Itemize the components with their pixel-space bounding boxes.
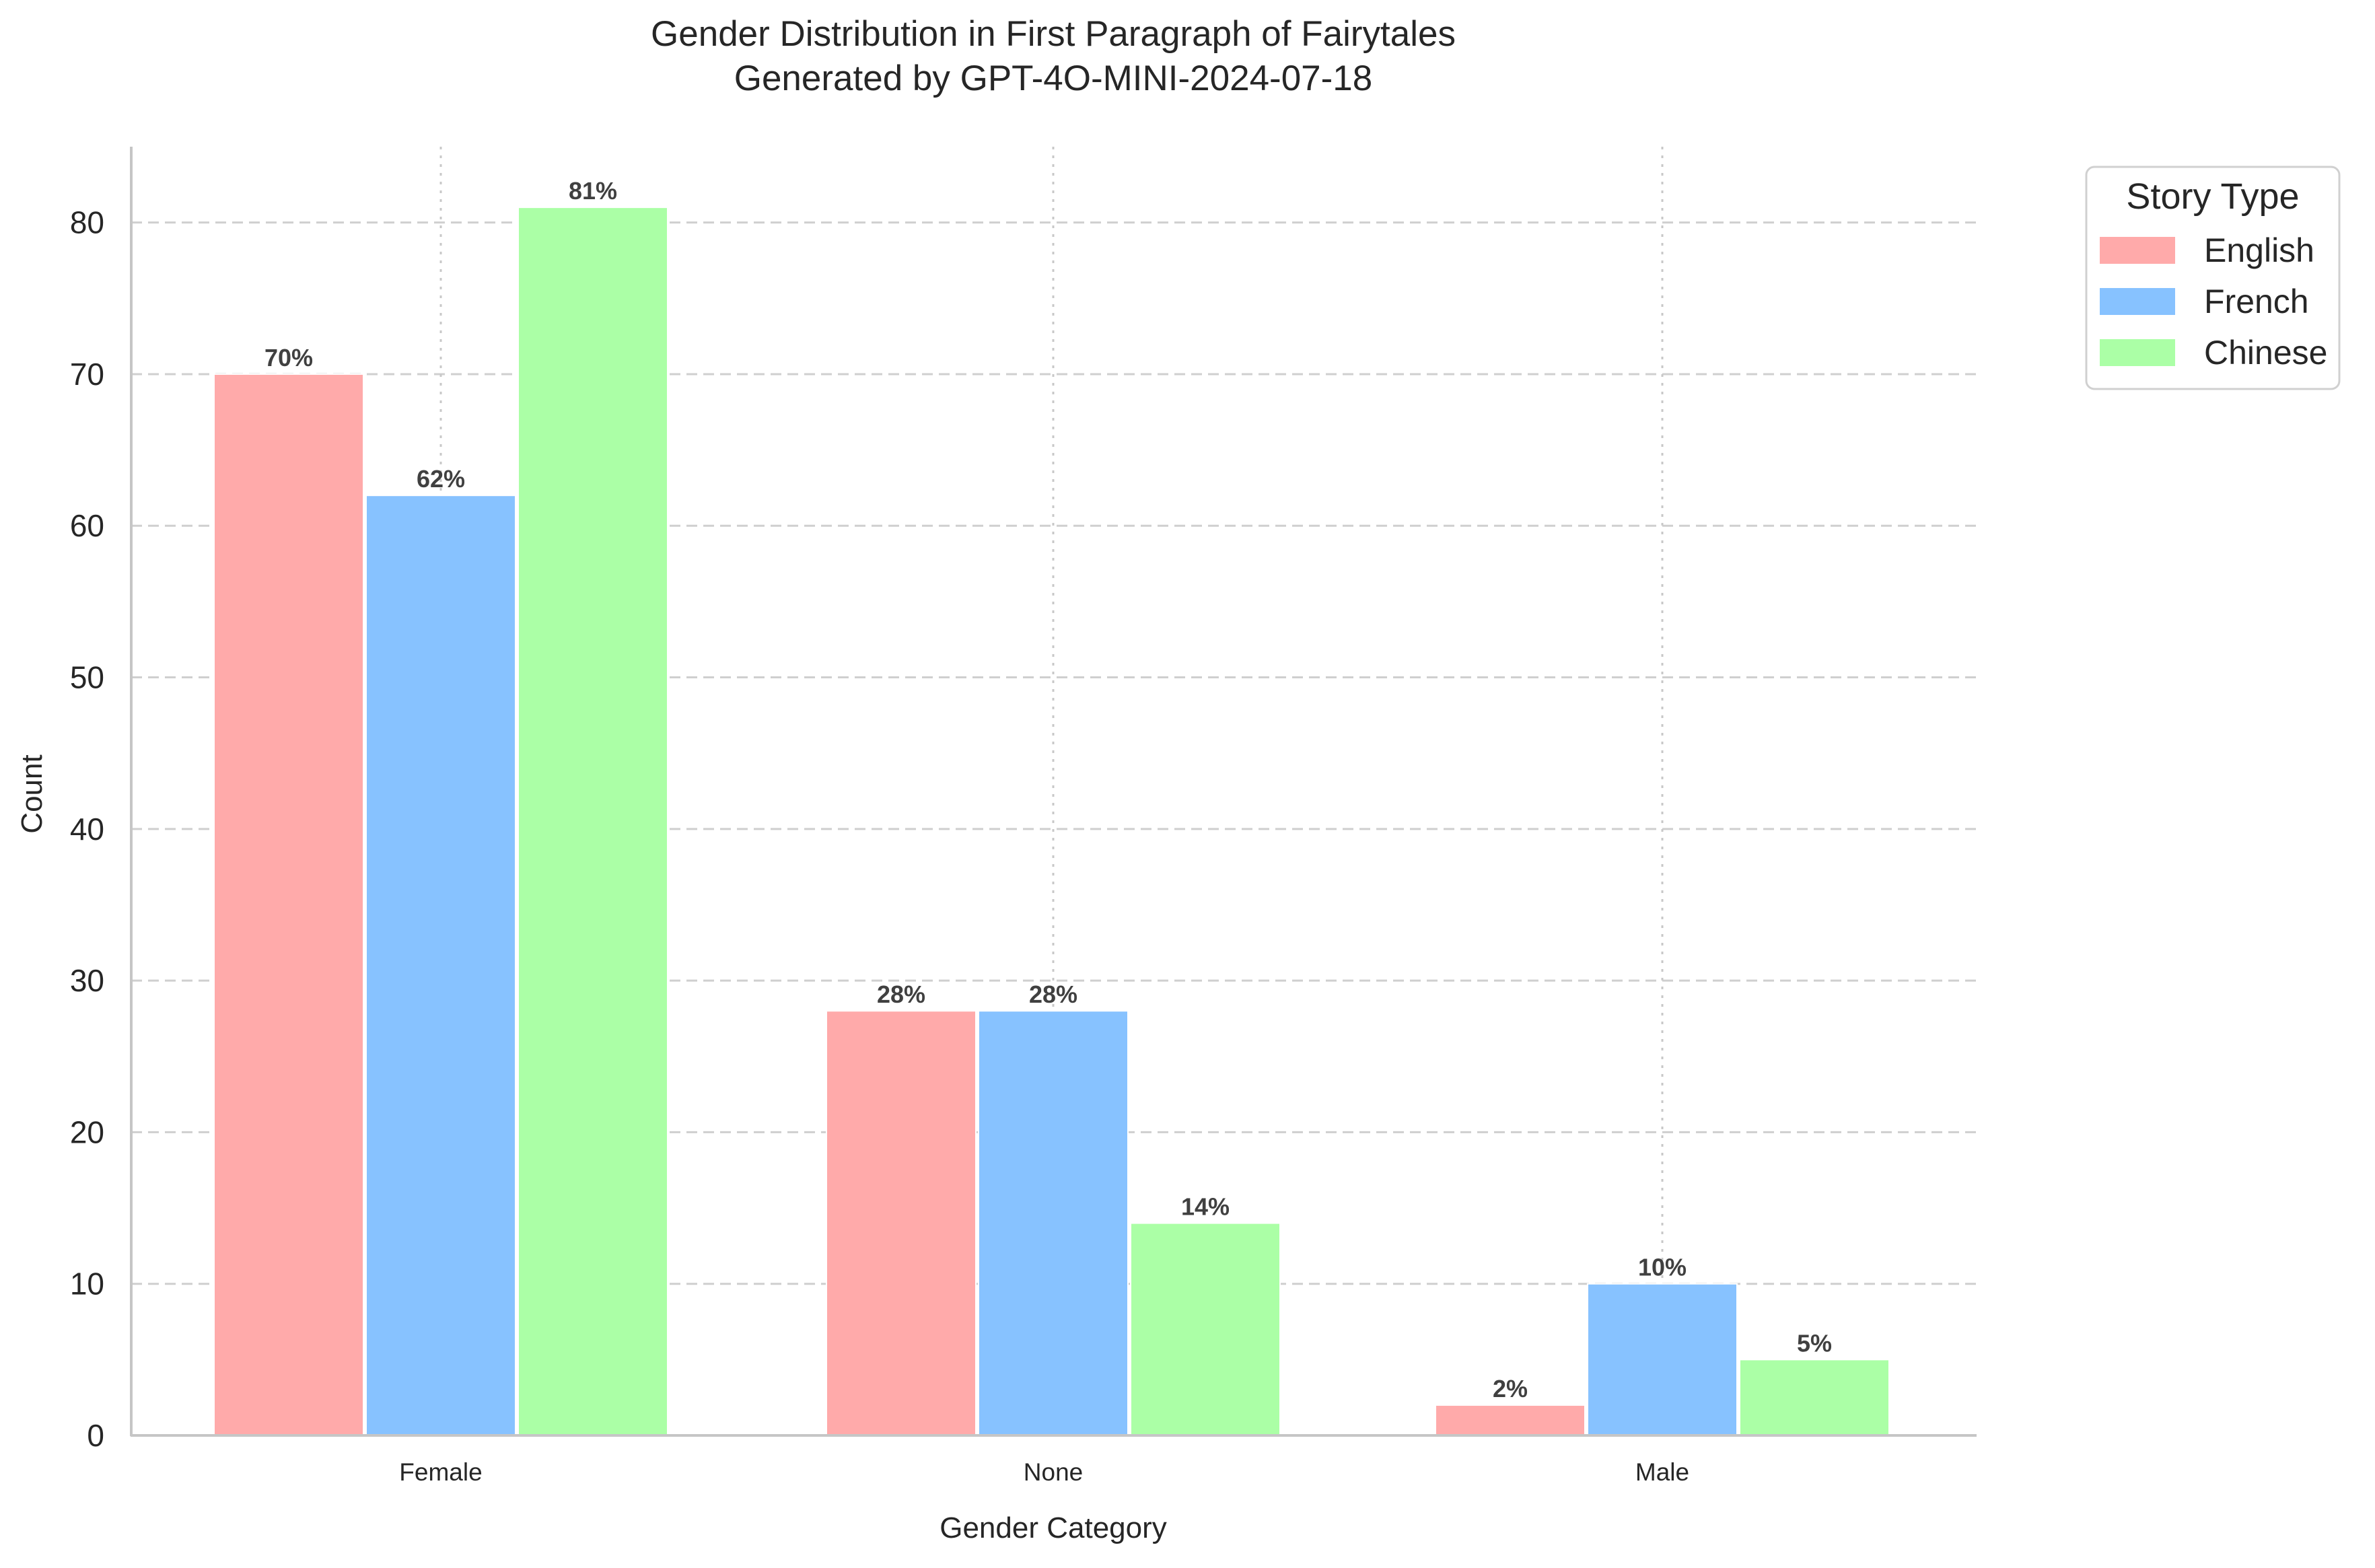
bar-english-male xyxy=(1435,1404,1586,1436)
bar-value-label: 28% xyxy=(877,981,925,1008)
legend-label-english: English xyxy=(2204,231,2314,269)
bar-english-female xyxy=(213,373,364,1436)
x-tick-label: Male xyxy=(1635,1458,1689,1486)
bar-value-label: 14% xyxy=(1181,1193,1230,1221)
bar-value-label: 10% xyxy=(1638,1254,1687,1281)
y-tick-label: 10 xyxy=(70,1267,104,1302)
bar-french-female xyxy=(365,495,516,1436)
bar-french-male xyxy=(1587,1283,1738,1437)
y-tick-label: 80 xyxy=(70,205,104,240)
legend-label-chinese: Chinese xyxy=(2204,334,2327,371)
legend-swatch-chinese xyxy=(2100,339,2175,366)
y-tick-label: 0 xyxy=(87,1418,104,1453)
bar-value-label: 70% xyxy=(264,344,313,371)
y-tick-label: 20 xyxy=(70,1114,104,1149)
bar-value-label: 81% xyxy=(569,177,617,205)
x-tick-label: Female xyxy=(399,1458,482,1486)
legend-title: Story Type xyxy=(2126,176,2299,217)
y-tick-label: 50 xyxy=(70,660,104,695)
chart-title-line-1: Gender Distribution in First Paragraph o… xyxy=(651,14,1456,54)
legend-label-french: French xyxy=(2204,283,2309,320)
legend-swatch-english xyxy=(2100,237,2175,264)
bar-english-none xyxy=(826,1010,977,1437)
chart-title-line-2: Generated by GPT-4O-MINI-2024-07-18 xyxy=(734,59,1373,98)
y-tick-label: 40 xyxy=(70,812,104,847)
bar-value-label: 28% xyxy=(1029,981,1077,1008)
bar-value-label: 62% xyxy=(417,465,465,493)
bar-french-none xyxy=(978,1010,1129,1437)
x-tick-label: None xyxy=(1024,1458,1083,1486)
x-axis-label: Gender Category xyxy=(940,1511,1167,1544)
bar-chinese-none xyxy=(1130,1222,1281,1437)
y-tick-label: 30 xyxy=(70,963,104,998)
y-tick-label: 60 xyxy=(70,508,104,543)
axes: 0 10 20 30 40 50 60 70 80 Female None Male xyxy=(70,147,1977,1486)
bar-value-label: 5% xyxy=(1797,1329,1832,1357)
y-axis-label: Count xyxy=(15,754,48,833)
bar-value-label: 2% xyxy=(1493,1375,1528,1402)
legend-swatch-french xyxy=(2100,288,2175,315)
bar-chinese-male xyxy=(1739,1359,1890,1436)
bars: 70% 28% 2% 62% 28% 10% 81% 14% 5% xyxy=(213,177,1890,1437)
legend: Story Type English French Chinese xyxy=(2085,166,2341,390)
bar-chinese-female xyxy=(518,207,668,1436)
y-tick-label: 70 xyxy=(70,357,104,392)
legend-frame xyxy=(2085,166,2341,390)
